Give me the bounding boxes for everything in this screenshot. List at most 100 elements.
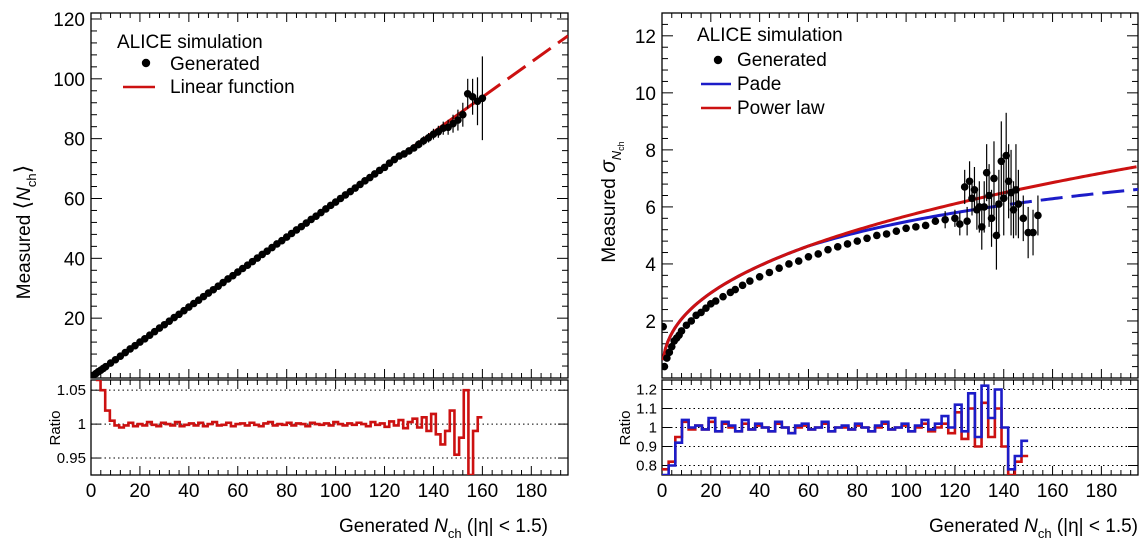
right-x-axis-label: Generated Nch (|η| < 1.5) [929, 516, 1138, 540]
data-point [785, 260, 793, 268]
data-point [1029, 228, 1037, 237]
y-tick-label: 6 [645, 198, 656, 219]
x-tick-label: 60 [227, 481, 248, 502]
y-tick-label: 40 [64, 249, 85, 270]
data-point [1014, 200, 1023, 208]
left-legend-linear-label: Linear function [170, 77, 295, 98]
x-tick-label: 160 [467, 481, 499, 502]
data-point [687, 317, 696, 325]
left-main-plot: 20 40 60 80 100 120 [53, 10, 569, 379]
data-point [956, 220, 964, 228]
right-legend-generated-label: Generated [737, 50, 827, 71]
ratio-tick-label: 1 [78, 416, 86, 433]
x-tick-label: 0 [657, 481, 668, 502]
data-point [468, 92, 477, 101]
y-tick-label: 4 [645, 255, 656, 276]
fit-curves [662, 165, 1138, 361]
x-tick-label: 40 [178, 481, 199, 502]
ratio-plot-frame [90, 379, 569, 476]
x-tick-label: 100 [320, 481, 352, 502]
data-point [921, 221, 930, 230]
x-tick-label: 180 [515, 481, 547, 502]
right-legend-title: ALICE simulation [697, 25, 843, 46]
data-point [702, 304, 710, 312]
data-point [662, 322, 668, 331]
left-legend: ALICE simulation Generated Linear functi… [117, 32, 295, 98]
y-tick-label: 80 [64, 130, 85, 151]
ratio-tick-label: 0.8 [636, 458, 657, 475]
pade-fit-extrapolation [979, 187, 1138, 211]
y-tick-label: 20 [64, 309, 85, 330]
data-point [775, 264, 783, 273]
data-point [853, 237, 862, 245]
left-legend-generated-label: Generated [170, 54, 260, 75]
ratio-tick-label: 0.9 [636, 439, 657, 456]
main-plot-frame [90, 12, 569, 379]
y-tick-label: 100 [53, 70, 85, 91]
data-point [882, 230, 891, 238]
data-point [677, 327, 686, 335]
data-point [697, 308, 705, 317]
data-point [794, 257, 803, 265]
x-tick-label: 20 [700, 481, 721, 502]
right-legend-generated-marker [713, 55, 723, 65]
data-point [731, 285, 740, 294]
data-point [1034, 211, 1042, 220]
left-chart-panel: 20 40 60 80 100 120 0 20 40 60 80 100 120 140 160 180 0… [10, 10, 569, 540]
ratio-tick-label: 1.1 [636, 401, 657, 418]
x-tick-label: 140 [418, 481, 450, 502]
right-ratio-plot: 0 20 40 60 80 100 120 140 160 180 0.8 0.9 1 1.1 1.2 [636, 379, 1139, 502]
left-ratio-label: Ratio [47, 410, 64, 445]
data-point [459, 110, 467, 119]
left-x-axis-label: Generated Nch (|η| < 1.5) [339, 516, 548, 540]
x-tick-label: 80 [276, 481, 297, 502]
data-point [804, 253, 813, 261]
x-tick-label: 40 [749, 481, 770, 502]
y-tick-label: 60 [64, 189, 85, 210]
data-point [665, 348, 674, 357]
data-point [824, 245, 832, 254]
ratio-histograms [662, 384, 1029, 475]
y-tick-label: 10 [635, 84, 656, 105]
data-points [91, 56, 487, 378]
data-point [833, 243, 842, 251]
data-point [843, 240, 852, 248]
x-tick-label: 60 [798, 481, 819, 502]
data-point [990, 174, 998, 183]
left-legend-generated-marker [141, 58, 151, 68]
data-point [912, 223, 920, 231]
data-point [987, 214, 996, 223]
x-tick-label: 140 [988, 481, 1020, 502]
data-point [980, 203, 989, 211]
right-legend: ALICE simulation Generated Pade Power la… [697, 25, 843, 119]
ratio-tick-label: 1.2 [636, 382, 657, 399]
data-point [663, 354, 671, 362]
ratio-tick-label: 1.05 [57, 382, 86, 399]
data-point [755, 272, 764, 281]
data-point [963, 217, 971, 225]
ratio-tick-label: 1 [649, 420, 657, 437]
data-point [478, 94, 487, 103]
data-point [711, 297, 720, 305]
linear-fit-extrapolation [481, 34, 568, 99]
left-legend-title: ALICE simulation [117, 32, 263, 53]
y-tick-label: 120 [53, 10, 85, 31]
x-tick-label: 20 [129, 481, 150, 502]
data-point [682, 321, 691, 330]
right-ratio-label: Ratio [617, 410, 634, 445]
ratio-tick-label: 0.95 [57, 450, 86, 467]
x-tick-label: 0 [86, 481, 97, 502]
x-tick-label: 120 [369, 481, 401, 502]
data-point [995, 200, 1003, 208]
y-tick-label: 12 [635, 27, 656, 48]
y-tick-label: 2 [645, 312, 656, 333]
data-point [667, 342, 676, 351]
data-point [892, 227, 901, 235]
power-law-fit-curve [662, 165, 1137, 361]
ratio-histograms [95, 380, 483, 475]
data-point [719, 292, 727, 301]
data-point [454, 116, 462, 124]
y-tick-label: 8 [645, 141, 656, 162]
data-point [662, 362, 669, 371]
data-points [662, 112, 1042, 371]
